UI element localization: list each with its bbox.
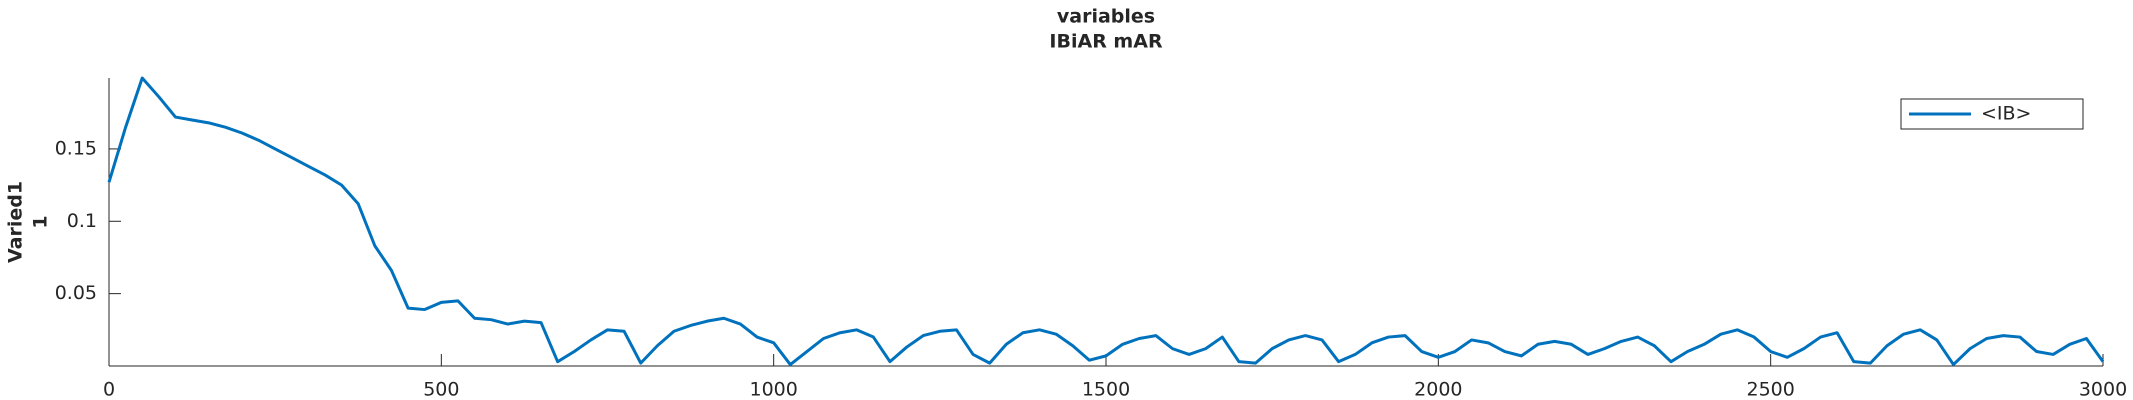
chart-title: variables bbox=[1057, 6, 1155, 28]
data-line bbox=[107, 76, 2105, 367]
x-tick-label: 0 bbox=[103, 379, 115, 400]
y-axis-label: 1 bbox=[30, 215, 52, 228]
chart-subtitle: IBiAR mAR bbox=[1049, 31, 1163, 53]
x-tick-label: 2500 bbox=[1746, 379, 1794, 400]
x-tick-label: 1000 bbox=[749, 379, 797, 400]
y-tick-label: 0.15 bbox=[55, 137, 97, 159]
y-tick-label: 0.1 bbox=[67, 210, 97, 232]
x-tick-label: 2000 bbox=[1414, 379, 1462, 400]
y-tick-label: 0.05 bbox=[55, 282, 97, 304]
x-tick-label: 3000 bbox=[2079, 379, 2127, 400]
x-tick-label: 500 bbox=[423, 379, 459, 400]
y-axis-label: Varied1 bbox=[5, 181, 27, 263]
legend-label: <IB> bbox=[1981, 103, 2031, 125]
x-tick-label: 1500 bbox=[1082, 379, 1130, 400]
